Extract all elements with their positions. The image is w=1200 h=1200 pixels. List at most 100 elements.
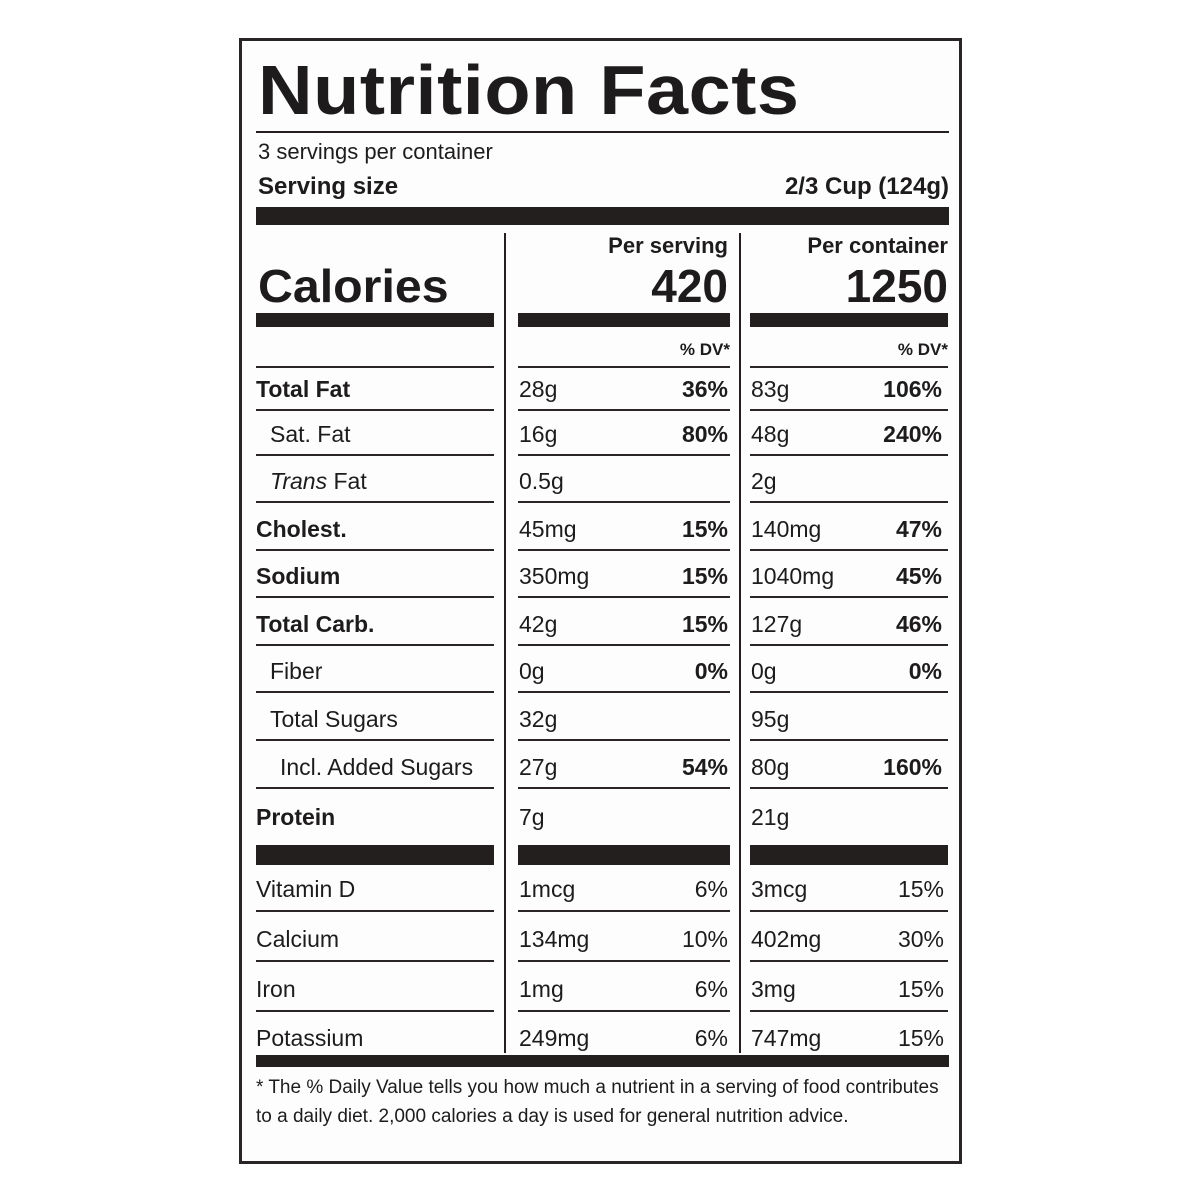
vitamin-row-0-serving-dv: 6% <box>694 876 728 902</box>
nutrient-row-4-line-right <box>750 596 948 598</box>
nutrient-row-7-serving-amount: 32g <box>519 706 558 732</box>
nutrient-row-5-container-amount: 127g <box>751 611 803 637</box>
vitamin-row-2-container-amount: 3mg <box>751 976 796 1002</box>
nutrient-row-3-label: Cholest. <box>256 516 347 542</box>
nutrient-row-6-container-dv: 0% <box>908 658 942 684</box>
vitamin-row-3-serving-dv: 6% <box>694 1025 728 1051</box>
vitamin-row-1-line-mid <box>518 960 730 962</box>
footnote-divider <box>256 1055 949 1067</box>
nutrient-row-6-line-left <box>256 691 494 693</box>
nutrition-facts-label: Nutrition Facts 3 servings per container… <box>239 38 962 1164</box>
vitamin-row-1-container-amount: 402mg <box>751 926 822 952</box>
nutrient-row-2-container-amount: 2g <box>751 468 777 494</box>
vitamin-row-2-serving-dv: 6% <box>694 976 728 1002</box>
nutrient-row-0-line-right <box>750 409 948 411</box>
serving-size-value: 2/3 Cup (124g) <box>784 173 949 200</box>
nutrient-row-0-line-left <box>256 409 494 411</box>
vitamin-row-0-serving-amount: 1mcg <box>519 876 576 902</box>
nutrient-row-1-serving-dv: 80% <box>681 421 728 447</box>
nutrient-row-4-line-mid <box>518 596 730 598</box>
nutrient-row-7-container-amount: 95g <box>751 706 790 732</box>
nutrient-row-1-line-left <box>256 454 494 456</box>
nutrient-row-2-line-mid <box>518 501 730 503</box>
nutrient-row-4-serving-dv: 15% <box>681 563 728 589</box>
vitamin-bar-left <box>256 845 494 865</box>
nutrient-row-9-serving-amount: 7g <box>519 804 545 830</box>
nutrient-row-6-serving-amount: 0g <box>519 658 545 684</box>
calories-bar-right <box>750 313 948 327</box>
nutrient-row-0-serving-dv: 36% <box>681 376 728 402</box>
nutrient-row-7-line-mid <box>518 739 730 741</box>
nutrient-row-6-line-mid <box>518 691 730 693</box>
nutrient-row-8-container-amount: 80g <box>751 754 790 780</box>
nutrient-row-5-label: Total Carb. <box>256 611 375 637</box>
vitamin-row-2-label: Iron <box>256 976 296 1002</box>
calories-per-container: 1250 <box>845 260 948 312</box>
nutrient-row-0-serving-amount: 28g <box>519 376 558 402</box>
nutrient-row-5-container-dv: 46% <box>895 611 942 637</box>
vitamin-row-1-label: Calcium <box>256 926 340 952</box>
vitamin-row-0-label: Vitamin D <box>256 876 356 902</box>
vitamin-row-1-serving-amount: 134mg <box>519 926 590 952</box>
label-title: Nutrition Facts <box>258 51 800 129</box>
vitamin-row-1-line-left <box>256 960 494 962</box>
nutrient-row-6-line-right <box>750 691 948 693</box>
nutrient-row-4-container-dv: 45% <box>895 563 942 589</box>
calories-bar-left <box>256 313 494 327</box>
nutrient-row-4-container-amount: 1040mg <box>751 563 835 589</box>
nutrient-row-3-container-dv: 47% <box>895 516 942 542</box>
nutrient-row-8-serving-amount: 27g <box>519 754 558 780</box>
nutrient-row-8-line-mid <box>518 787 730 789</box>
nutrient-row-8-serving-dv: 54% <box>681 754 728 780</box>
nutrient-row-2-serving-amount: 0.5g <box>519 468 564 494</box>
nutrient-row-1-label: Sat. Fat <box>270 421 351 447</box>
vitamin-row-2-line-mid <box>518 1010 730 1012</box>
nutrient-row-6-serving-dv: 0% <box>694 658 728 684</box>
per-serving-header: Per serving <box>608 233 728 258</box>
nutrient-row-3-line-mid <box>518 549 730 551</box>
nutrient-row-0-label: Total Fat <box>256 376 351 402</box>
nutrient-row-1-serving-amount: 16g <box>519 421 558 447</box>
dv-header-line-left <box>256 366 494 368</box>
serving-size-label: Serving size <box>258 173 399 200</box>
nutrient-row-0-line-mid <box>518 409 730 411</box>
vitamin-row-2-line-left <box>256 1010 494 1012</box>
nutrient-row-3-container-amount: 140mg <box>751 516 822 542</box>
servings-per-container: 3 servings per container <box>258 139 493 164</box>
dv-header-line-right <box>750 366 948 368</box>
nutrient-row-6-label: Fiber <box>270 658 323 684</box>
nutrient-row-2-label-italic: Trans <box>270 468 328 494</box>
nutrient-row-9-container-amount: 21g <box>751 804 790 830</box>
divider-thin <box>256 131 949 133</box>
nutrient-row-2-line-left <box>256 501 494 503</box>
nutrient-row-9-label: Protein <box>256 804 336 830</box>
vitamin-row-2-line-right <box>750 1010 948 1012</box>
vitamin-row-0-line-right <box>750 910 948 912</box>
nutrient-row-6-container-amount: 0g <box>751 658 777 684</box>
vitamin-row-1-container-dv: 30% <box>897 926 944 952</box>
per-container-header: Per container <box>807 233 948 258</box>
nutrient-row-8-container-dv: 160% <box>883 754 942 780</box>
dv-header-serving: % DV* <box>679 340 730 359</box>
vitamin-row-2-serving-amount: 1mg <box>519 976 564 1002</box>
nutrient-row-2-line-right <box>750 501 948 503</box>
column-divider-1 <box>504 233 506 1053</box>
nutrient-row-4-label: Sodium <box>256 563 341 589</box>
nutrient-row-1-line-right <box>750 454 948 456</box>
nutrient-row-8-line-right <box>750 787 948 789</box>
nutrient-row-4-line-left <box>256 596 494 598</box>
nutrient-row-1-line-mid <box>518 454 730 456</box>
vitamin-bar-mid <box>518 845 730 865</box>
calories-label: Calories <box>258 260 449 312</box>
column-divider-2 <box>739 233 741 1053</box>
vitamin-row-2-container-dv: 15% <box>897 976 944 1002</box>
nutrient-row-8-label: Incl. Added Sugars <box>280 754 474 780</box>
calories-bar-mid <box>518 313 730 327</box>
nutrient-row-1-container-amount: 48g <box>751 421 790 447</box>
nutrient-row-5-line-left <box>256 644 494 646</box>
nutrient-row-5-serving-dv: 15% <box>681 611 728 637</box>
vitamin-row-0-line-mid <box>518 910 730 912</box>
vitamin-row-1-serving-dv: 10% <box>681 926 728 952</box>
nutrient-row-3-serving-dv: 15% <box>681 516 728 542</box>
vitamin-row-1-line-right <box>750 960 948 962</box>
